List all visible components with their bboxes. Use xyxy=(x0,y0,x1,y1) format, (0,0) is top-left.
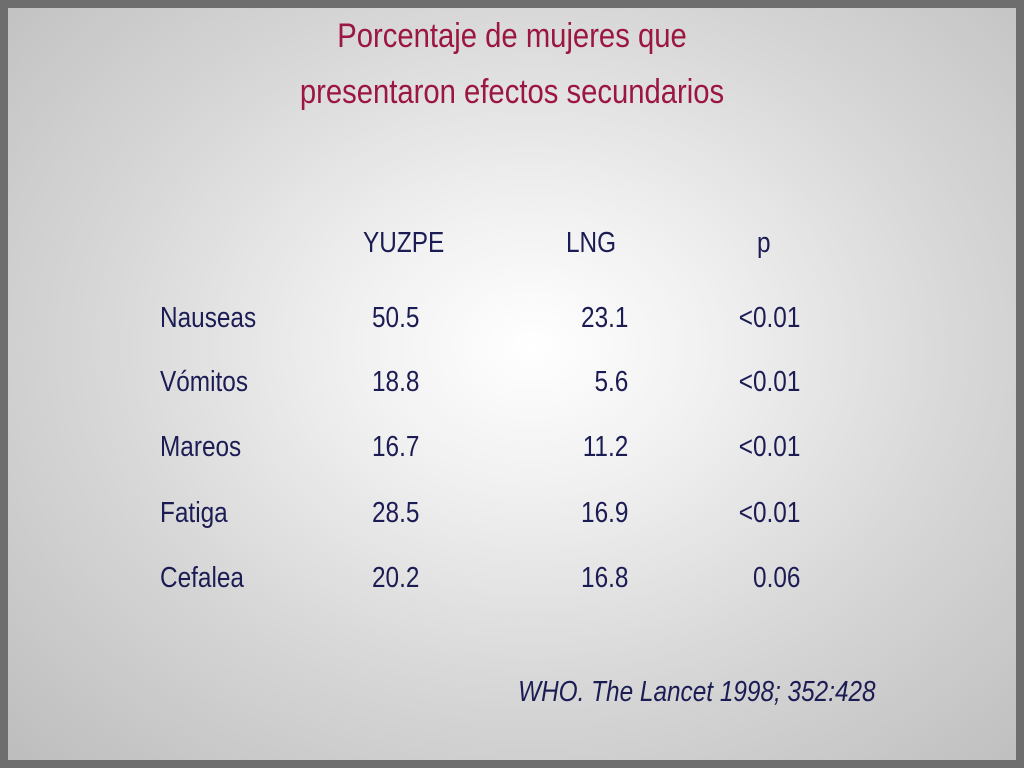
row-label: Cefalea xyxy=(160,562,244,594)
lng-value: 11.2 xyxy=(582,431,628,463)
p-value: <0.01 xyxy=(738,302,800,334)
citation: WHO. The Lancet 1998; 352:428 xyxy=(518,676,876,708)
yuzpe-value: 28.5 xyxy=(372,497,420,529)
yuzpe-value: 18.8 xyxy=(372,366,420,398)
row-label: Vómitos xyxy=(160,366,249,398)
lng-value: 5.6 xyxy=(594,366,628,398)
slide-title: Porcentaje de mujeres que presentaron ef… xyxy=(299,17,725,111)
column-header: LNG xyxy=(566,227,617,259)
row-label: Mareos xyxy=(160,431,242,463)
lng-value: 16.8 xyxy=(580,562,628,594)
column-header: YUZPE xyxy=(363,227,445,259)
row-label: Fatiga xyxy=(160,497,228,529)
p-value: <0.01 xyxy=(738,497,800,529)
p-value: <0.01 xyxy=(738,431,800,463)
lng-value: 16.9 xyxy=(580,497,628,529)
yuzpe-value: 16.7 xyxy=(372,431,420,463)
p-value: <0.01 xyxy=(738,366,800,398)
column-header: p xyxy=(757,227,771,259)
row-label: Nauseas xyxy=(160,302,257,334)
yuzpe-value: 20.2 xyxy=(372,562,420,594)
lng-value: 23.1 xyxy=(580,302,628,334)
p-value: 0.06 xyxy=(752,562,800,594)
yuzpe-value: 50.5 xyxy=(372,302,420,334)
